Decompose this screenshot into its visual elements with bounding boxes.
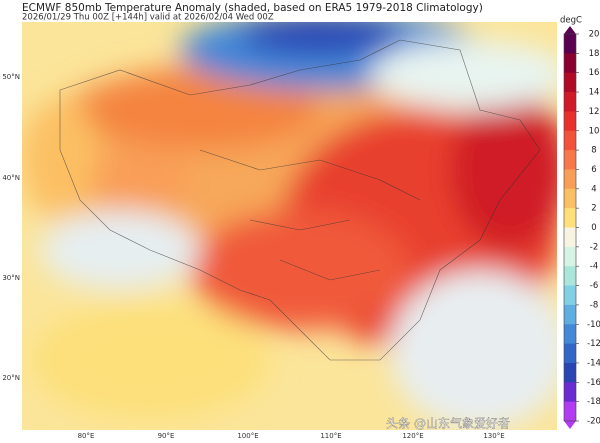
- colorbar-band: [564, 150, 576, 170]
- colorbar-unit: degC: [560, 16, 582, 26]
- title: ECMWF 850mb Temperature Anomaly (shaded,…: [22, 2, 483, 14]
- colorbar-band: [564, 362, 576, 383]
- colorbar-tick-label: 10: [589, 126, 600, 136]
- colorbar-band: [564, 324, 576, 345]
- colorbar-tick-label: 20: [589, 30, 600, 40]
- colorbar-band: [564, 246, 576, 267]
- lon-label: 80°E: [78, 432, 95, 440]
- colorbar-band: [564, 111, 576, 132]
- colorbar-band: [564, 304, 576, 325]
- lon-label: 120°E: [402, 432, 423, 440]
- colorbar-band: [564, 227, 576, 248]
- colorbar-band: [564, 382, 576, 403]
- colorbar-tick-label: 2: [591, 204, 596, 214]
- colorbar-tick-label: 18: [589, 49, 600, 59]
- colorbar-tick-label: 4: [591, 184, 596, 194]
- watermark: 头条 @山东气象爱好者: [386, 416, 510, 431]
- colorbar-band: [564, 285, 576, 306]
- colorbar-tick-label: 8: [591, 146, 596, 156]
- lat-label: 40°N: [2, 174, 20, 182]
- colorbar-tick-label: -20: [587, 417, 600, 427]
- lat-label: 30°N: [2, 274, 20, 282]
- colorbar-band: [564, 188, 576, 209]
- colorbar-tick-label: 16: [589, 68, 600, 78]
- map: [22, 22, 557, 430]
- colorbar-tick-label: -16: [587, 378, 600, 388]
- colorbar-band: [564, 130, 576, 151]
- colorbar-tick-label: -12: [587, 339, 600, 349]
- colorbar-tick-label: -4: [590, 262, 598, 272]
- colorbar-band: [564, 34, 576, 54]
- lon-label: 90°E: [158, 432, 175, 440]
- colorbar-tick-label: 14: [589, 88, 600, 98]
- lon-label: 130°E: [483, 432, 504, 440]
- colorbar-arrow-bottom: [564, 421, 576, 429]
- colorbar-band: [564, 53, 576, 74]
- colorbar-band: [564, 72, 576, 93]
- colorbar-tick-label: 12: [589, 107, 600, 117]
- colorbar-tick-label: -18: [587, 397, 600, 407]
- subtitle: 2026/01/29 Thu 00Z [+144h] valid at 2026…: [22, 13, 274, 23]
- colorbar-band: [564, 266, 576, 287]
- colorbar-tick-label: 0: [591, 223, 596, 233]
- colorbar-arrow-top: [564, 26, 576, 34]
- colorbar-tick-label: -10: [587, 320, 600, 330]
- colorbar-tick-label: -2: [590, 242, 598, 252]
- colorbar-tick-label: -8: [590, 300, 598, 310]
- colorbar-band: [564, 169, 576, 190]
- colorbar-band: [564, 401, 576, 422]
- lat-label: 50°N: [2, 73, 20, 81]
- colorbar-band: [564, 92, 576, 112]
- colorbar-band: [564, 208, 576, 228]
- colorbar-band: [564, 343, 576, 364]
- lon-label: 100°E: [237, 432, 258, 440]
- colorbar-tick-label: -14: [587, 358, 600, 368]
- colorbar-tick-label: 6: [591, 165, 596, 175]
- lat-label: 20°N: [2, 374, 20, 382]
- lon-label: 110°E: [320, 432, 341, 440]
- colorbar-tick-label: -6: [590, 281, 598, 291]
